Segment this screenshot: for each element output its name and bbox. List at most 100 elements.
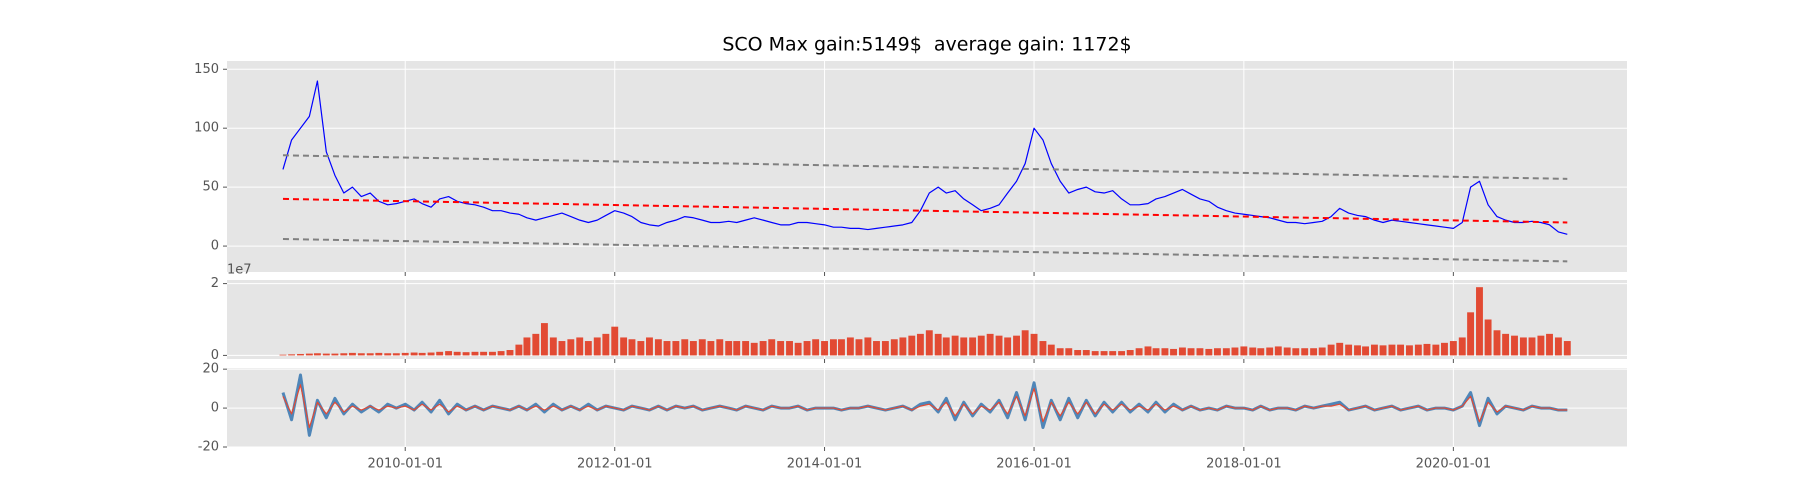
bar: [593, 337, 601, 356]
bar: [1379, 345, 1387, 356]
bar: [829, 339, 837, 356]
y-tick-label: 20: [202, 362, 219, 377]
bar: [1458, 337, 1466, 356]
bar: [916, 333, 924, 356]
bar: [1449, 341, 1457, 356]
bar: [1161, 348, 1169, 356]
bar: [1047, 344, 1055, 356]
bar: [1537, 335, 1545, 356]
bar: [803, 341, 811, 356]
bar: [1345, 344, 1353, 356]
bar: [1126, 350, 1134, 356]
bar: [908, 335, 916, 356]
bar: [1283, 347, 1291, 356]
bar: [881, 341, 889, 356]
bar: [357, 353, 365, 356]
bar: [1336, 342, 1344, 356]
bar: [540, 323, 548, 356]
bar: [1214, 348, 1221, 356]
bar: [821, 341, 828, 356]
bar: [838, 339, 845, 356]
bar: [506, 350, 514, 356]
bar: [855, 339, 863, 356]
x-tick-label: 2016-01-01: [996, 457, 1072, 472]
y-tick-label: 50: [202, 180, 219, 195]
x-tick-label: 2020-01-01: [1416, 457, 1492, 472]
bar: [1266, 347, 1274, 356]
bar: [567, 339, 575, 356]
bar: [584, 341, 592, 356]
bar: [1030, 333, 1038, 356]
bar: [986, 333, 994, 356]
bar: [497, 351, 505, 356]
series-line: [282, 384, 1568, 429]
bar: [637, 341, 645, 356]
bar: [392, 353, 400, 356]
bar: [1476, 287, 1483, 356]
bar: [864, 337, 872, 356]
bar: [1004, 337, 1012, 356]
bar: [279, 354, 287, 356]
bar: [1196, 348, 1204, 356]
bar: [515, 344, 523, 356]
bar: [322, 353, 330, 356]
bar: [716, 339, 724, 356]
bar: [305, 353, 313, 356]
bar: [523, 337, 531, 356]
bar: [873, 341, 880, 356]
bar: [1432, 344, 1440, 356]
series-line: [282, 154, 1568, 180]
bar: [1135, 348, 1143, 356]
bar: [549, 337, 557, 356]
bar: [759, 341, 767, 356]
bar: [1563, 341, 1571, 356]
bar: [654, 339, 662, 356]
bar: [977, 335, 985, 356]
bar: [375, 352, 383, 356]
x-tick-label: 2012-01-01: [577, 457, 653, 472]
bar: [1502, 333, 1510, 356]
bar: [1546, 333, 1553, 356]
bar: [1310, 348, 1318, 356]
bar: [1013, 335, 1020, 356]
bar: [846, 337, 854, 356]
bar: [1074, 350, 1082, 356]
x-tick-label: 2010-01-01: [367, 457, 443, 472]
bar: [384, 353, 392, 356]
bar: [1484, 319, 1492, 356]
bar: [1205, 348, 1213, 356]
bar: [1327, 344, 1335, 356]
y-tick-label: 2: [211, 276, 219, 291]
bar: [436, 351, 444, 356]
bar: [1354, 345, 1361, 356]
series-line: [282, 80, 1568, 235]
bar: [401, 352, 409, 356]
bar: [1292, 348, 1300, 356]
bar: [288, 354, 296, 356]
bar: [646, 337, 653, 356]
bar: [672, 341, 680, 356]
bar: [576, 337, 584, 356]
bar: [1301, 348, 1309, 356]
bar: [890, 339, 898, 356]
bar: [1240, 346, 1248, 356]
bar: [611, 326, 619, 356]
bar: [1249, 347, 1257, 356]
bar: [1231, 347, 1239, 356]
bar: [1423, 343, 1431, 356]
bar: [620, 337, 628, 356]
bar: [1414, 344, 1422, 356]
bar: [366, 353, 374, 356]
bar: [707, 341, 715, 356]
y-tick-label: 0: [211, 348, 219, 363]
bar: [786, 341, 793, 356]
bar: [1318, 347, 1326, 356]
bar: [1082, 350, 1090, 356]
bar: [1441, 342, 1448, 356]
bar: [733, 341, 741, 356]
bar: [453, 351, 461, 356]
bar: [1118, 351, 1126, 356]
bar: [628, 339, 636, 356]
bar: [1144, 346, 1152, 356]
